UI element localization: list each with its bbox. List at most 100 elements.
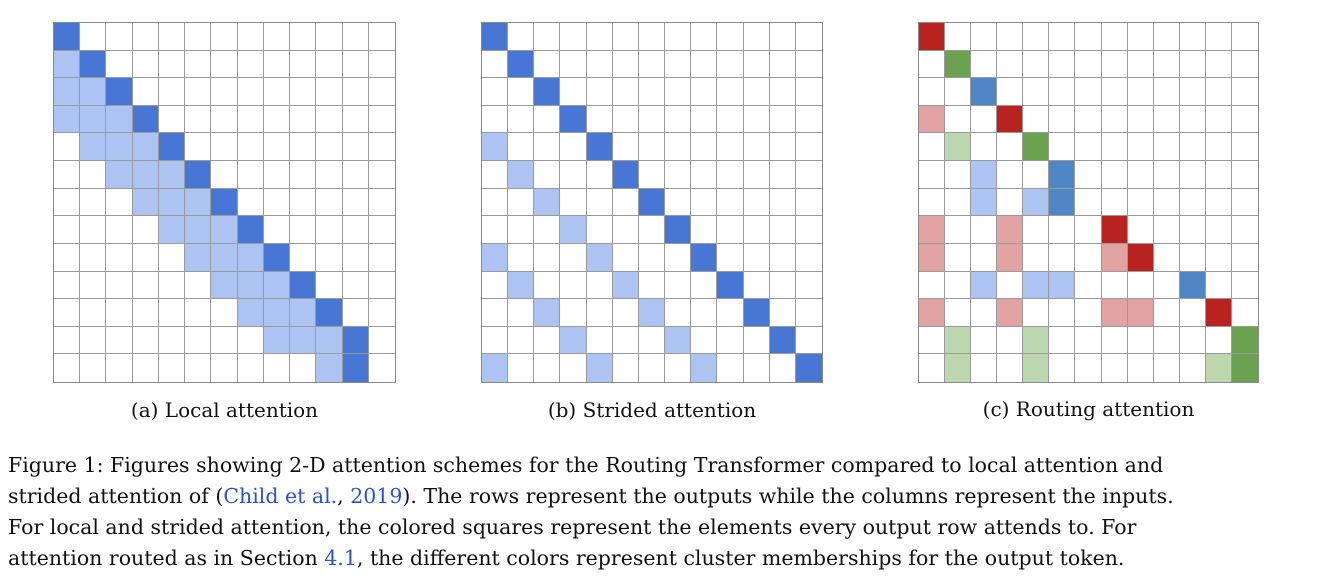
attended-cell bbox=[534, 188, 561, 217]
caption-text: Figure 1: Figures showing 2-D attention … bbox=[8, 453, 1164, 477]
empty-cell bbox=[1179, 78, 1206, 106]
attended-cell bbox=[1231, 354, 1258, 382]
empty-cell bbox=[1127, 78, 1154, 106]
empty-cell bbox=[919, 50, 946, 79]
empty-cell bbox=[1101, 105, 1128, 134]
empty-cell bbox=[1049, 243, 1076, 272]
empty-cell bbox=[997, 133, 1024, 162]
empty-cell bbox=[185, 299, 212, 327]
empty-cell bbox=[534, 354, 561, 382]
empty-cell bbox=[1127, 326, 1154, 355]
attended-cell bbox=[612, 271, 639, 300]
empty-cell bbox=[945, 216, 972, 244]
empty-cell bbox=[342, 216, 369, 244]
empty-cell bbox=[1101, 50, 1128, 79]
attended-cell bbox=[743, 299, 770, 327]
empty-cell bbox=[638, 161, 666, 189]
section-link[interactable]: 4.1 bbox=[324, 546, 357, 570]
attended-cell bbox=[560, 326, 587, 355]
empty-cell bbox=[691, 50, 718, 79]
local-attention-label: (a) Local attention bbox=[130, 398, 319, 422]
strided-attention-grid bbox=[481, 22, 823, 383]
empty-cell bbox=[1205, 105, 1232, 134]
attended-cell bbox=[919, 299, 946, 327]
empty-cell bbox=[342, 161, 369, 189]
empty-cell bbox=[612, 299, 639, 327]
empty-cell bbox=[534, 23, 561, 51]
empty-cell bbox=[743, 133, 770, 162]
empty-cell bbox=[691, 161, 718, 189]
empty-cell bbox=[1231, 216, 1258, 244]
empty-cell bbox=[612, 354, 639, 382]
attended-cell bbox=[158, 216, 186, 244]
empty-cell bbox=[482, 161, 509, 189]
empty-cell bbox=[1205, 216, 1232, 244]
attended-cell bbox=[997, 216, 1024, 244]
empty-cell bbox=[1101, 188, 1128, 217]
empty-cell bbox=[769, 105, 796, 134]
empty-cell bbox=[795, 50, 822, 79]
empty-cell bbox=[971, 354, 998, 382]
attended-cell bbox=[263, 243, 291, 272]
empty-cell bbox=[508, 216, 535, 244]
empty-cell bbox=[482, 271, 509, 300]
empty-cell bbox=[1075, 78, 1102, 106]
attended-cell bbox=[80, 50, 107, 79]
empty-cell bbox=[1153, 271, 1180, 300]
empty-cell bbox=[368, 271, 395, 300]
empty-cell bbox=[612, 188, 639, 217]
attended-cell bbox=[560, 105, 587, 134]
empty-cell bbox=[560, 299, 587, 327]
empty-cell bbox=[919, 188, 946, 217]
empty-cell bbox=[638, 50, 666, 79]
empty-cell bbox=[132, 243, 159, 272]
empty-cell bbox=[1153, 188, 1180, 217]
citation-link-child[interactable]: Child et al. bbox=[223, 484, 338, 508]
empty-cell bbox=[80, 161, 107, 189]
attended-cell bbox=[919, 216, 946, 244]
caption-line-1: Figure 1: Figures showing 2-D attention … bbox=[8, 450, 1318, 481]
empty-cell bbox=[482, 105, 509, 134]
empty-cell bbox=[1179, 161, 1206, 189]
empty-cell bbox=[769, 216, 796, 244]
attended-cell bbox=[971, 161, 998, 189]
empty-cell bbox=[997, 271, 1024, 300]
empty-cell bbox=[1179, 243, 1206, 272]
empty-cell bbox=[919, 271, 946, 300]
empty-cell bbox=[316, 243, 343, 272]
attended-cell bbox=[971, 271, 998, 300]
caption-text: , bbox=[337, 484, 351, 508]
empty-cell bbox=[560, 188, 587, 217]
empty-cell bbox=[769, 271, 796, 300]
empty-cell bbox=[1049, 326, 1076, 355]
empty-cell bbox=[1101, 354, 1128, 382]
empty-cell bbox=[80, 299, 107, 327]
attended-cell bbox=[132, 188, 159, 217]
attended-cell bbox=[769, 326, 796, 355]
empty-cell bbox=[368, 23, 395, 51]
empty-cell bbox=[1153, 243, 1180, 272]
empty-cell bbox=[1205, 271, 1232, 300]
empty-cell bbox=[612, 78, 639, 106]
empty-cell bbox=[211, 354, 238, 382]
attended-cell bbox=[919, 105, 946, 134]
caption-text: For local and strided attention, the col… bbox=[8, 515, 1137, 539]
caption-text: ). The rows represent the outputs while … bbox=[402, 484, 1174, 508]
caption-text: strided attention of ( bbox=[8, 484, 224, 508]
empty-cell bbox=[211, 326, 238, 355]
empty-cell bbox=[534, 216, 561, 244]
attended-cell bbox=[237, 299, 264, 327]
empty-cell bbox=[743, 243, 770, 272]
empty-cell bbox=[1231, 188, 1258, 217]
empty-cell bbox=[919, 78, 946, 106]
empty-cell bbox=[586, 216, 613, 244]
empty-cell bbox=[1127, 105, 1154, 134]
empty-cell bbox=[482, 299, 509, 327]
empty-cell bbox=[1049, 50, 1076, 79]
attended-cell bbox=[211, 243, 238, 272]
empty-cell bbox=[54, 161, 81, 189]
empty-cell bbox=[211, 105, 238, 134]
attended-cell bbox=[54, 23, 81, 51]
citation-link-year[interactable]: 2019 bbox=[350, 484, 403, 508]
empty-cell bbox=[971, 216, 998, 244]
